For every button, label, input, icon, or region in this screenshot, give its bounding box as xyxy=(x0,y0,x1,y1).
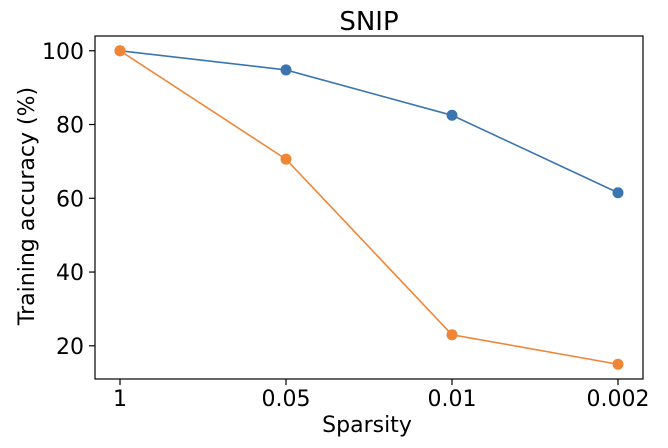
data-point xyxy=(612,187,624,199)
data-point xyxy=(612,358,624,370)
y-tick-label: 100 xyxy=(42,40,84,65)
x-tick-label: 0.002 xyxy=(587,387,650,412)
y-axis: 20 40 60 80 100 xyxy=(42,40,95,360)
plot-area xyxy=(94,35,644,380)
y-tick-label: 80 xyxy=(56,114,84,139)
data-point xyxy=(446,109,458,121)
series-2 xyxy=(114,45,624,370)
x-tick-label: 0.01 xyxy=(428,387,477,412)
y-tick-label: 20 xyxy=(56,335,84,360)
data-point xyxy=(446,329,458,341)
series-line xyxy=(119,49,619,194)
data-point xyxy=(114,45,126,57)
x-tick-label: 0.05 xyxy=(262,387,311,412)
x-axis: 1 0.05 0.01 0.002 xyxy=(113,379,649,412)
y-tick-label: 40 xyxy=(56,261,84,286)
data-point xyxy=(280,64,292,76)
series-1 xyxy=(114,45,624,199)
x-tick-label: 1 xyxy=(113,387,127,412)
x-axis-label: Sparsity xyxy=(322,413,412,438)
series-group xyxy=(114,45,624,370)
y-tick-label: 60 xyxy=(56,187,84,212)
data-point xyxy=(280,153,292,165)
y-axis-label: Training accuracy (%) xyxy=(15,87,40,326)
chart-title: SNIP xyxy=(339,7,398,37)
plot-frame xyxy=(94,35,644,380)
series-line xyxy=(119,50,619,366)
